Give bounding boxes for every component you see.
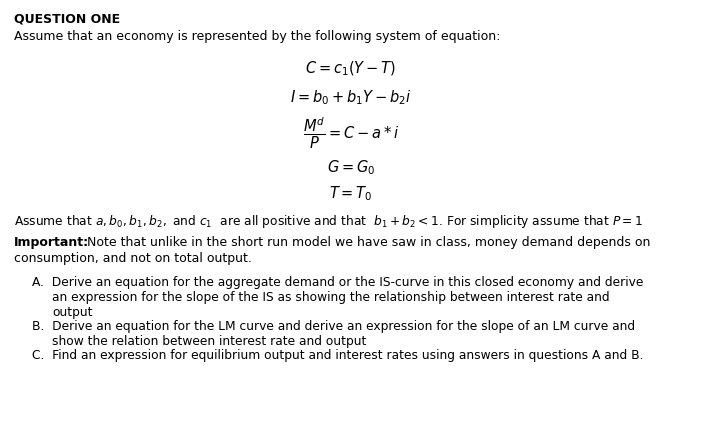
Text: $I = b_0 + b_1Y - b_2i$: $I = b_0 + b_1Y - b_2i$ — [290, 88, 412, 106]
Text: $T = T_0$: $T = T_0$ — [329, 184, 373, 202]
Text: consumption, and not on total output.: consumption, and not on total output. — [14, 251, 252, 265]
Text: Assume that $a, b_0, b_1, b_2,$ and $c_1$  are all positive and that  $b_1 + b_2: Assume that $a, b_0, b_1, b_2,$ and $c_1… — [14, 213, 643, 230]
Text: $C = c_1(Y - T)$: $C = c_1(Y - T)$ — [305, 60, 397, 78]
Text: Note that unlike in the short run model we have saw in class, money demand depen: Note that unlike in the short run model … — [83, 236, 650, 248]
Text: QUESTION ONE: QUESTION ONE — [14, 12, 120, 25]
Text: $G = G_0$: $G = G_0$ — [327, 158, 375, 176]
Text: $\dfrac{M^d}{P} = C - a * i$: $\dfrac{M^d}{P} = C - a * i$ — [303, 116, 399, 151]
Text: Assume that an economy is represented by the following system of equation:: Assume that an economy is represented by… — [14, 30, 501, 43]
Text: output: output — [52, 305, 93, 318]
Text: C.  Find an expression for equilibrium output and interest rates using answers i: C. Find an expression for equilibrium ou… — [32, 348, 644, 361]
Text: show the relation between interest rate and output: show the relation between interest rate … — [52, 334, 366, 347]
Text: B.  Derive an equation for the LM curve and derive an expression for the slope o: B. Derive an equation for the LM curve a… — [32, 319, 635, 332]
Text: an expression for the slope of the IS as showing the relationship between intere: an expression for the slope of the IS as… — [52, 290, 609, 303]
Text: Important:: Important: — [14, 236, 89, 248]
Text: A.  Derive an equation for the aggregate demand or the IS-curve in this closed e: A. Derive an equation for the aggregate … — [32, 275, 643, 288]
